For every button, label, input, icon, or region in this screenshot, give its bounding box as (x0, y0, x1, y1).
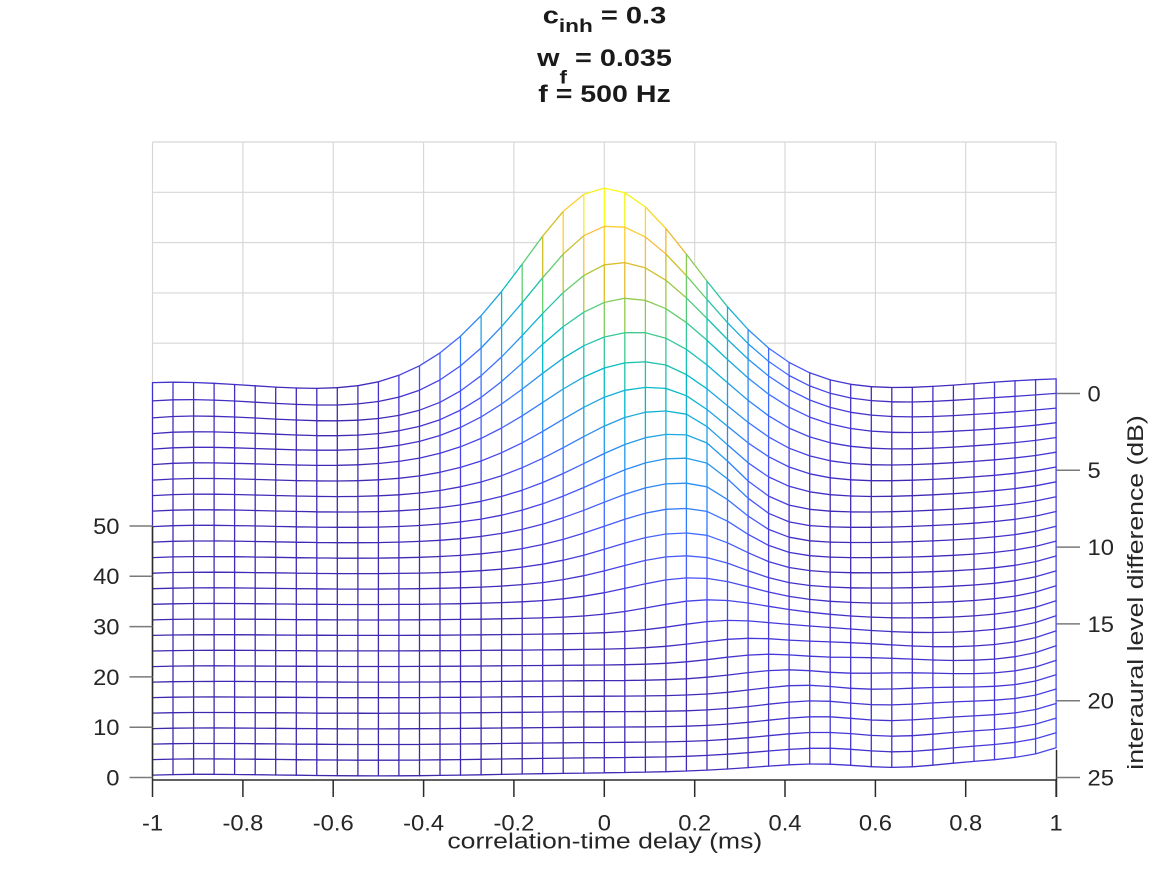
svg-text:0.2: 0.2 (678, 811, 711, 836)
svg-text:interaural level difference (d: interaural level difference (dB) (1124, 415, 1148, 769)
svg-text:-0.2: -0.2 (493, 811, 534, 836)
svg-text:20: 20 (93, 665, 119, 690)
svg-text:0.8: 0.8 (949, 811, 982, 836)
svg-text:correlation-time delay (ms): correlation-time delay (ms) (447, 829, 762, 853)
svg-text:0: 0 (1088, 381, 1101, 406)
svg-text:0: 0 (106, 765, 119, 790)
svg-text:-1: -1 (142, 811, 163, 836)
svg-text:30: 30 (93, 614, 119, 639)
svg-text:40: 40 (93, 564, 119, 589)
svg-text:5: 5 (1088, 458, 1101, 483)
svg-text:-0.4: -0.4 (403, 811, 444, 836)
svg-text:0.4: 0.4 (768, 811, 801, 836)
svg-text:10: 10 (93, 715, 119, 740)
svg-text:10: 10 (1088, 535, 1114, 560)
svg-text:-0.8: -0.8 (222, 811, 263, 836)
svg-text:15: 15 (1088, 612, 1114, 637)
svg-text:1: 1 (1049, 811, 1062, 836)
svg-text:50: 50 (93, 514, 119, 539)
svg-text:20: 20 (1088, 688, 1114, 713)
svg-text:25: 25 (1088, 765, 1114, 790)
svg-text:-0.6: -0.6 (313, 811, 354, 836)
svg-text:f = 500 Hz: f = 500 Hz (538, 80, 670, 107)
svg-text:0: 0 (598, 811, 611, 836)
svg-text:0.6: 0.6 (859, 811, 892, 836)
